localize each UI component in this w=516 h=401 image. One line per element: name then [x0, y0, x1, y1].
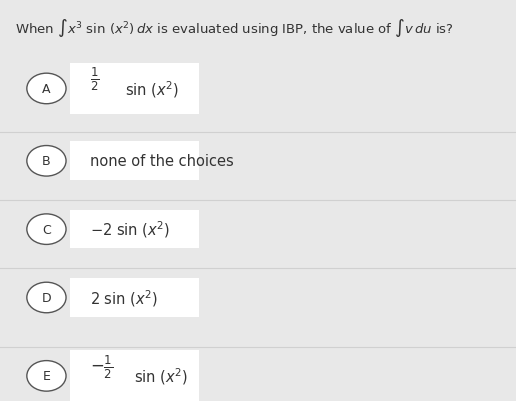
Text: A: A	[42, 83, 51, 96]
FancyBboxPatch shape	[70, 64, 199, 115]
Text: D: D	[42, 291, 51, 304]
Circle shape	[27, 214, 66, 245]
FancyBboxPatch shape	[70, 350, 199, 401]
Text: $-\frac{1}{2}$: $-\frac{1}{2}$	[90, 352, 114, 380]
Circle shape	[27, 146, 66, 176]
FancyBboxPatch shape	[70, 278, 199, 317]
Text: sin $(x^2)$: sin $(x^2)$	[134, 366, 188, 386]
FancyBboxPatch shape	[70, 210, 199, 249]
Text: B: B	[42, 155, 51, 168]
Circle shape	[27, 361, 66, 391]
Text: E: E	[42, 369, 51, 383]
Text: When $\int x^3$ sin $(x^2)\,dx$ is evaluated using IBP, the value of $\int v\,du: When $\int x^3$ sin $(x^2)\,dx$ is evalu…	[15, 17, 455, 39]
Text: $2$ sin $(x^2)$: $2$ sin $(x^2)$	[90, 288, 158, 308]
Circle shape	[27, 74, 66, 105]
FancyBboxPatch shape	[70, 142, 199, 181]
Text: none of the choices: none of the choices	[90, 154, 234, 169]
Text: sin $(x^2)$: sin $(x^2)$	[125, 79, 180, 99]
Text: $\frac{1}{2}$: $\frac{1}{2}$	[90, 65, 100, 93]
Text: $-2$ sin $(x^2)$: $-2$ sin $(x^2)$	[90, 219, 171, 240]
Text: C: C	[42, 223, 51, 236]
Circle shape	[27, 282, 66, 313]
